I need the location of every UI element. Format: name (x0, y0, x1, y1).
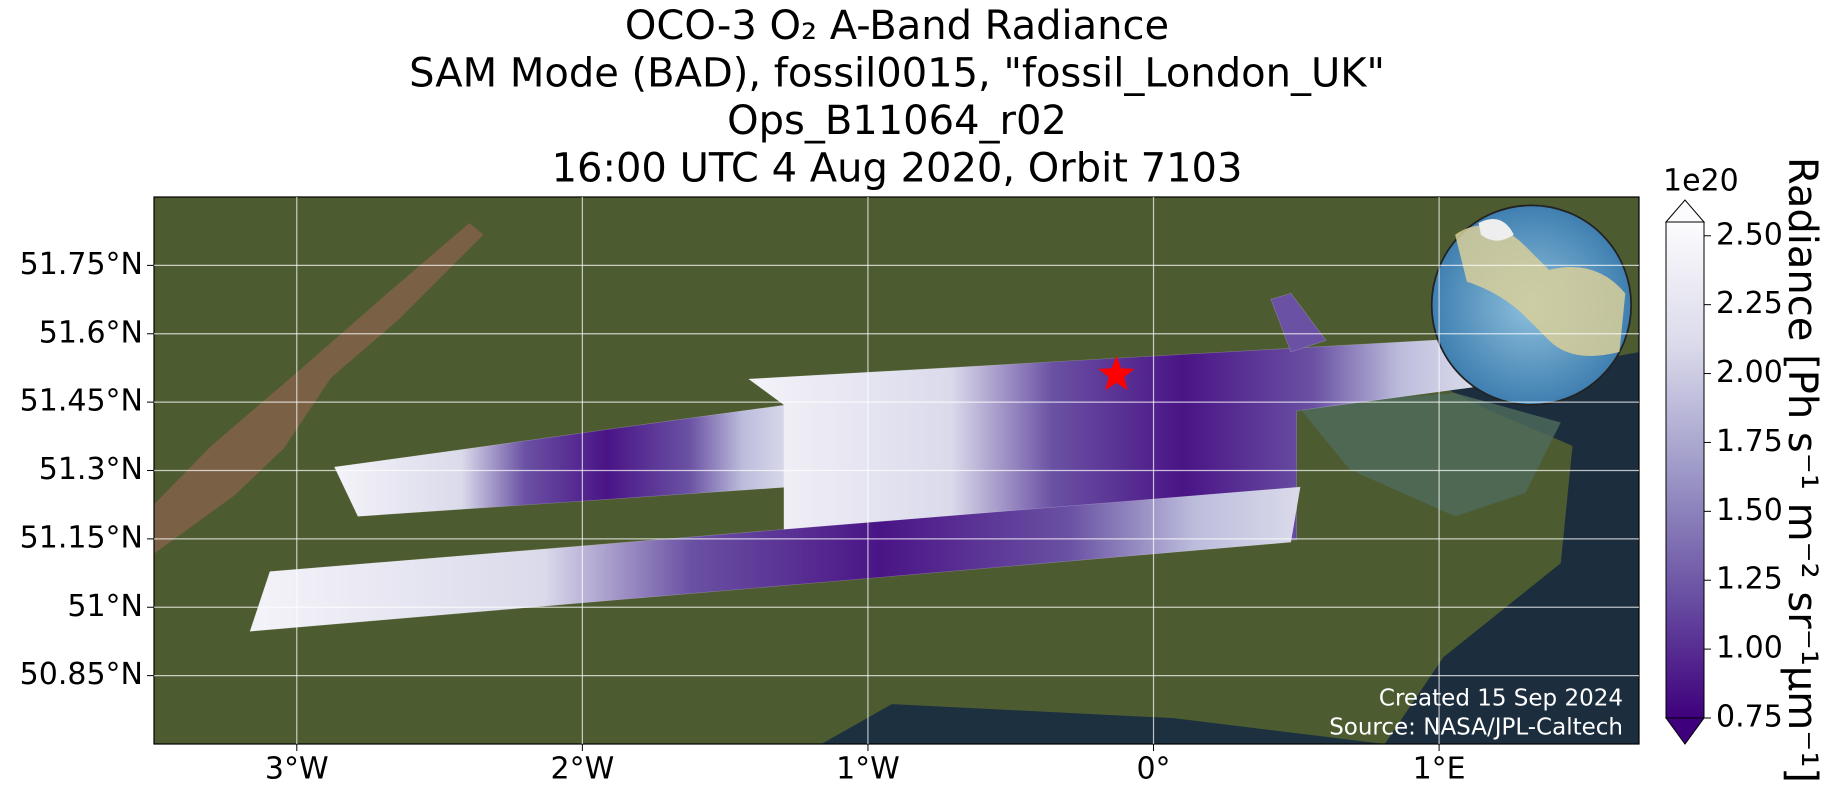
x-tick-label: 1°E (1413, 752, 1466, 787)
target-star (1098, 355, 1135, 391)
y-tick-label: 51.45°N (20, 384, 143, 419)
colorbar-tick-label: 1.25 (1716, 562, 1783, 597)
x-tick-label: 0° (1136, 752, 1170, 787)
colorbar-tick-label: 2.25 (1716, 286, 1783, 321)
y-tick-label: 51.15°N (20, 520, 143, 555)
y-tick-label: 51.75°N (20, 247, 143, 282)
colorbar-tick-label: 1.00 (1716, 631, 1783, 666)
radiance-swaths (249, 293, 1474, 632)
colorbar (1665, 221, 1705, 719)
colorbar-tick-label: 2.50 (1716, 217, 1783, 252)
inset-globe (1430, 204, 1633, 406)
x-tick-label: 3°W (265, 752, 329, 787)
colorbar-tick-label: 2.00 (1716, 355, 1783, 390)
colorbar-label: Radiance [Ph s⁻¹ m⁻² sr⁻¹μm⁻¹] (1779, 157, 1825, 783)
colorbar-tick-label: 1.50 (1716, 493, 1783, 528)
x-tick-label: 2°W (550, 752, 614, 787)
title-line: 16:00 UTC 4 Aug 2020, Orbit 7103 (552, 146, 1243, 192)
x-tick-label: 1°W (836, 752, 900, 787)
colorbar-tick-label: 1.75 (1716, 424, 1783, 459)
title-line: SAM Mode (BAD), fossil0015, "fossil_Lond… (409, 51, 1385, 97)
y-tick-label: 51°N (67, 589, 143, 624)
title-line: OCO-3 O₂ A-Band Radiance (625, 3, 1169, 49)
y-tick-label: 50.85°N (20, 657, 143, 692)
colorbar-tick-label: 0.75 (1716, 700, 1783, 735)
title-line: Ops_B11064_r02 (727, 98, 1067, 144)
y-tick-label: 51.6°N (39, 315, 143, 350)
colorbar-extend-top (1664, 199, 1706, 223)
annotation: Created 15 Sep 2024 (1379, 686, 1623, 712)
colorbar-extend-bottom (1665, 717, 1705, 745)
y-tick-label: 51.3°N (39, 452, 143, 487)
colorbar-multiplier: 1e20 (1663, 164, 1739, 199)
annotation: Source: NASA/JPL-Caltech (1329, 715, 1623, 741)
